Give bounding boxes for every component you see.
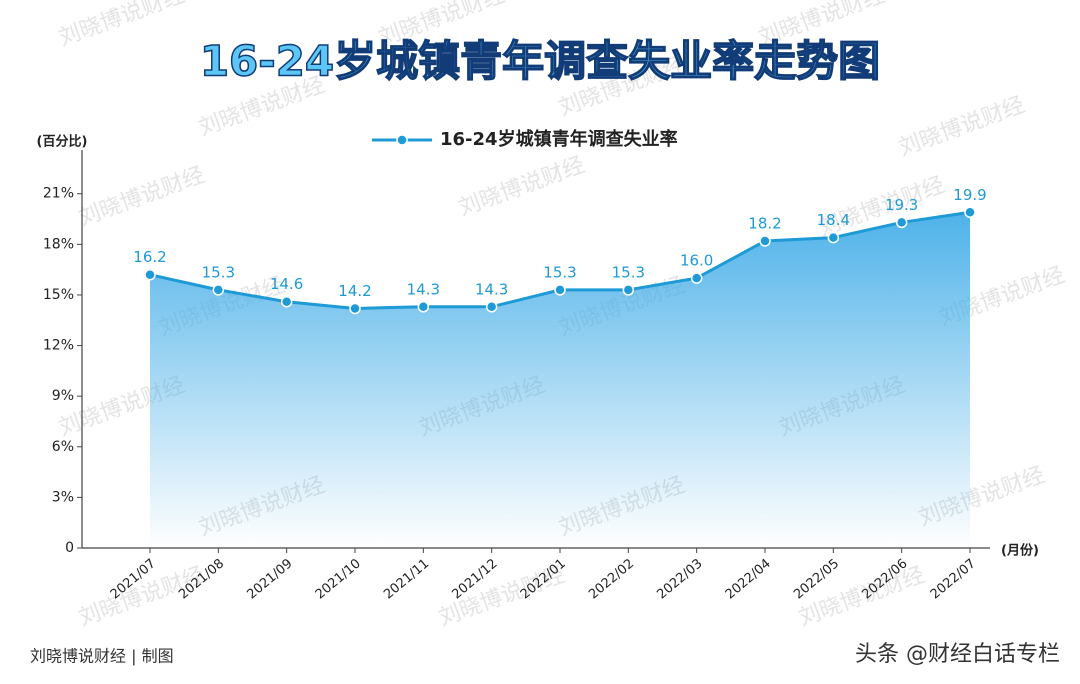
point: [690, 272, 703, 284]
point: [417, 301, 430, 313]
value-label: 16.0: [680, 252, 713, 270]
value-label: 14.6: [270, 275, 303, 293]
point: [895, 216, 908, 229]
point: [212, 284, 225, 296]
chart-title: 16-24岁城镇青年调查失业率走势图: [200, 37, 880, 86]
y-tick-label: 15%: [43, 287, 74, 303]
value-label: 14.3: [407, 280, 440, 298]
y-tick-label: 21%: [43, 186, 74, 202]
x-tick-label: 2022/03: [654, 556, 705, 602]
source-mark: 头条 @财经白话专栏: [855, 642, 1060, 667]
y-tick-label: 9%: [52, 388, 74, 404]
value-label: 14.3: [475, 280, 508, 298]
y-axis-label: (百分比): [37, 134, 88, 150]
point: [144, 268, 156, 281]
point: [622, 284, 635, 296]
value-label: 14.2: [338, 282, 371, 300]
point: [554, 284, 566, 296]
value-label: 18.2: [748, 214, 781, 232]
point: [964, 206, 976, 219]
value-label: 15.3: [202, 263, 235, 281]
value-label: 15.3: [543, 263, 576, 281]
value-label: 15.3: [612, 263, 645, 281]
y-tick-label: 18%: [43, 236, 74, 252]
watermark: 刘晓博说财经: [56, 0, 189, 51]
value-label: 18.4: [817, 211, 850, 229]
watermark: 刘晓博说财经: [896, 93, 1029, 162]
y-tick-label: 3%: [52, 489, 74, 505]
area: [150, 212, 970, 548]
x-tick-label: 2022/07: [928, 556, 979, 602]
x-tick-label: 2021/09: [244, 556, 295, 602]
legend-label: 16-24岁城镇青年调查失业率: [440, 128, 678, 150]
point: [827, 231, 840, 244]
point: [759, 235, 771, 247]
point: [485, 301, 498, 313]
watermark: 刘晓博说财经: [76, 163, 209, 232]
footer: 刘晓博说财经 | 制图: [30, 647, 174, 666]
y-tick-label: 12%: [43, 338, 74, 354]
x-tick-label: 2021/11: [381, 556, 432, 602]
value-label: 16.2: [133, 248, 166, 266]
x-axis-label: (月份): [1001, 543, 1039, 559]
point: [280, 295, 293, 308]
watermark: 刘晓博说财经: [456, 153, 589, 222]
x-tick-label: 2022/04: [723, 556, 774, 602]
value-label: 19.9: [953, 186, 986, 204]
x-tick-label: 2021/10: [313, 556, 364, 602]
y-tick-label: 0: [65, 540, 74, 556]
value-label: 19.3: [885, 196, 918, 214]
point: [349, 302, 361, 315]
y-tick-label: 6%: [52, 439, 74, 455]
x-tick-label: 2022/02: [586, 556, 637, 602]
legend-marker: [396, 134, 408, 146]
